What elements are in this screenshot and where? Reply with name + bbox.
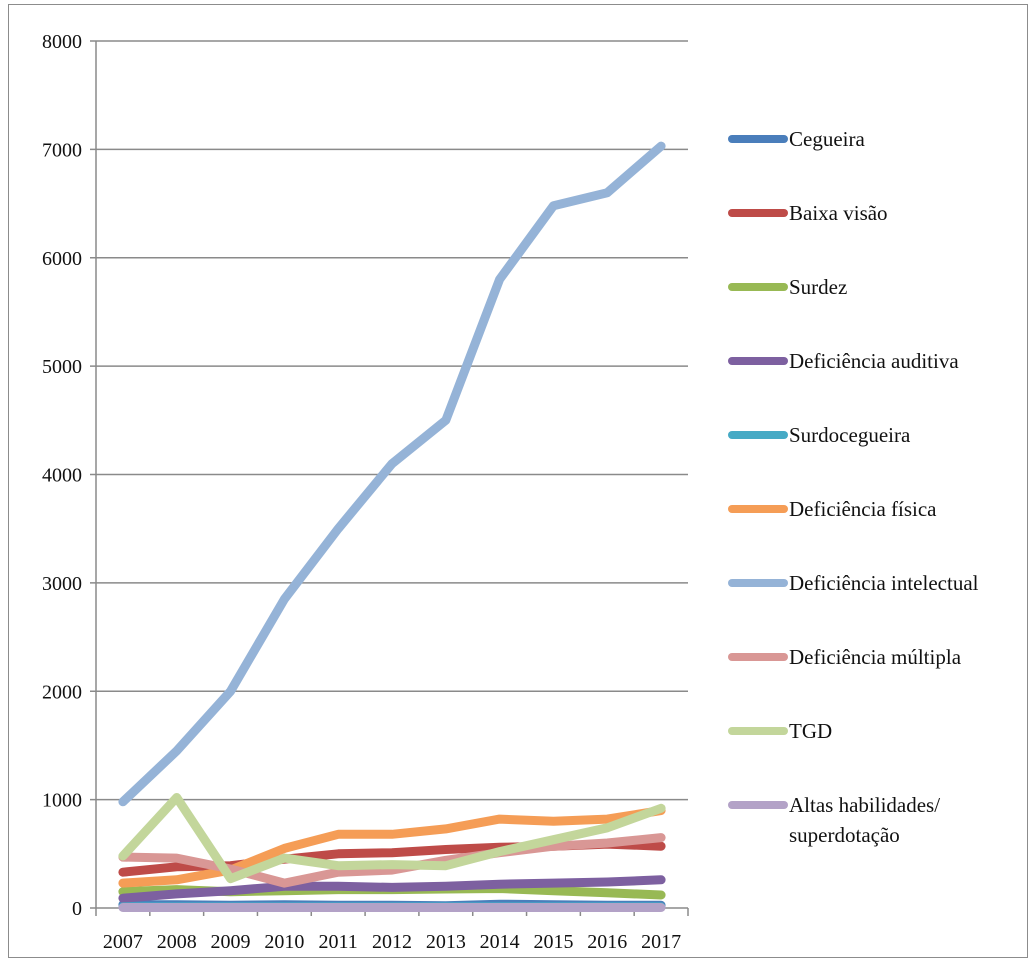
y-tick-label: 1000 [42,790,82,812]
legend-label: superdotação [789,823,900,847]
legend-label: Surdez [789,275,847,299]
legend-label: Altas habilidades/ [789,793,940,817]
legend-item: TGD [728,719,832,743]
legend-item: Surdez [728,275,847,299]
series-lines [118,141,666,912]
y-tick-label: 0 [72,898,82,920]
legend-item: Deficiência auditiva [728,349,959,373]
y-axis-ticks: 0 1000 2000 3000 4000 5000 6000 7000 8000 [42,31,82,920]
legend-label: Baixa visão [789,201,888,225]
y-tick-label: 2000 [42,681,82,703]
legend-label: Surdocegueira [789,423,911,447]
x-tick-label: 2012 [372,931,412,953]
x-tick-label: 2010 [264,931,304,953]
legend-item: Surdocegueira [728,423,911,447]
y-tick-label: 3000 [42,573,82,595]
x-tick-label: 2011 [319,931,358,953]
y-tick-label: 4000 [42,465,82,487]
x-tick-label: 2015 [533,931,573,953]
legend: Cegueira Baixa visão Surdez Deficiência aud… [728,127,979,847]
x-axis-ticks: 2007 2008 2009 2010 2011 2012 2013 2014 2015 2016… [95,908,689,953]
y-tick-label: 6000 [42,248,82,270]
legend-item: Deficiência física [728,497,937,521]
x-tick-label: 2014 [480,931,520,953]
legend-label: TGD [789,719,832,743]
x-tick-label: 2007 [103,931,143,953]
legend-label: Deficiência múltipla [789,645,962,669]
x-tick-label: 2017 [641,931,681,953]
legend-item: Deficiência múltipla [728,645,962,669]
x-tick-label: 2008 [157,931,197,953]
legend-label: Deficiência física [789,497,937,521]
legend-label: Cegueira [789,127,865,151]
legend-item: Deficiência intelectual [728,571,979,595]
legend-label: Deficiência auditiva [789,349,959,373]
gridlines [90,40,688,909]
legend-item: Baixa visão [728,201,888,225]
y-tick-label: 8000 [42,31,82,53]
y-tick-label: 7000 [42,139,82,161]
x-tick-label: 2009 [211,931,251,953]
legend-item: Altas habilidades/superdotação [728,793,940,847]
y-tick-label: 5000 [42,356,82,378]
legend-label: Deficiência intelectual [789,571,979,595]
legend-item: Cegueira [728,127,865,151]
x-tick-label: 2016 [587,931,627,953]
x-tick-label: 2013 [426,931,466,953]
